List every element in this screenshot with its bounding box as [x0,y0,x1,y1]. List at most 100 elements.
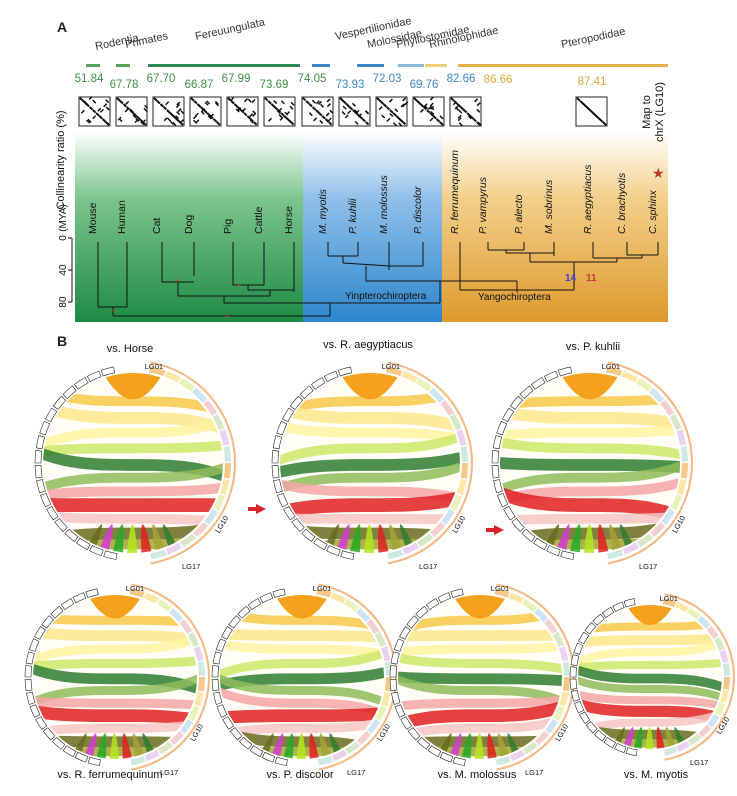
chromosome-segment [416,736,431,750]
chromosome-segment [86,370,102,383]
synteny-band [220,637,384,661]
circos-title-2: vs. P. kuhlii [566,341,620,353]
lg01-label: LG01 [313,584,331,593]
lg-segment [680,445,688,462]
taxon-labels: Mouse Human Cat Dog Pig Cattle Horse M. myotis P… [87,150,659,234]
lg-segment [380,646,391,662]
map-label-line2: chrX (LG10) [654,82,666,142]
synteny-band [43,460,223,495]
lg-segment [223,463,231,479]
lg17-label: LG17 [639,562,657,571]
chromosome-segment [593,729,607,742]
clade-bar-5 [398,64,424,67]
lg-segment [316,588,332,598]
lg-segment [417,533,433,548]
chromosome-segment [103,550,118,560]
chromosome-segment [502,407,515,423]
chromosome-segment [216,704,228,718]
lg01-label: LG01 [126,584,144,593]
lg-segment [401,370,418,383]
synteny-band [398,711,562,745]
lg-segment [416,378,432,392]
synteny-band [220,665,384,693]
synteny-fan-bottom [108,733,120,759]
lg-segment [719,649,729,664]
lg-segment [676,478,687,496]
lg-arc [131,583,210,771]
chromosome-segment [519,385,534,400]
synteny-band [280,400,460,436]
lg-segment [157,599,172,612]
lg-segment [714,702,726,717]
synteny-band [578,695,722,728]
chromosome-segment [574,701,585,714]
synteny-band [43,397,223,439]
lg-segment [203,400,218,416]
synteny-band [578,657,722,673]
ratio-value-4: 67.99 [222,73,251,85]
chromosome-segment [521,528,536,543]
synteny-band [33,671,197,710]
chromosome-segment [272,435,283,450]
taxon-label-12: P. vampyrus [477,176,489,234]
synteny-band [33,655,197,672]
synteny-band [220,715,384,742]
lg-segment [676,429,687,446]
lg-segment [660,400,675,416]
synteny-band [43,498,223,513]
chromosome-segment [337,366,353,377]
chromosome-segment [28,638,40,652]
lg-segment [129,588,145,598]
lg-segment [169,730,184,746]
synteny-band [43,482,223,501]
lg-arc [387,361,473,565]
arrow-icon [486,525,504,535]
synteny-band [33,612,197,628]
chromosome-segment [592,613,605,626]
circos-title-4: vs. P. discolor [266,769,333,781]
synteny-band [220,670,384,711]
chromosome-segment [311,377,326,390]
lg10-label: LG10 [670,514,687,534]
chromosome-segment [291,518,305,533]
lg-segment [662,598,677,608]
synteny-band [220,605,384,636]
lg-segment [522,599,537,612]
clade-bar-0 [86,64,100,67]
chromosome-segment [221,626,233,640]
chromosome-segment [276,420,288,436]
chromosome-segment [24,665,33,678]
node-mark-2: + [237,281,242,290]
dotplot-5 [263,96,296,127]
lg-segment [429,387,445,403]
lg-segment [440,400,455,416]
chromosome-segment [569,666,577,678]
lg-segment [669,414,682,431]
lg-segment [707,714,720,728]
circos-title-6: vs. M. myotis [624,769,689,781]
lg-segment [367,719,380,734]
chromosome-segment [603,737,616,749]
lg-segment [366,619,380,634]
lg-segment [607,549,624,560]
synteny-band [33,660,197,698]
chromosome-segment [491,450,500,464]
synteny-band [398,671,562,687]
chromosome-segment [274,756,288,766]
lg-segment [723,677,730,690]
node-mark-0: + [110,306,115,315]
chromosome-segment [389,665,398,678]
taxon-label-3: Dog [183,215,195,234]
lg-segment [387,549,404,560]
chromosome-segment [277,492,289,508]
synteny-band [500,511,680,527]
synteny-fan-top [270,595,334,619]
chromosome-segment [64,528,79,543]
lg-segment [495,755,511,766]
lg17-label: LG17 [160,768,178,777]
synteny-band [500,482,680,528]
lg-segment [193,646,204,662]
region-backgrounds [75,132,668,322]
lg10-label: LG10 [213,514,230,534]
lg-segment [356,730,371,746]
